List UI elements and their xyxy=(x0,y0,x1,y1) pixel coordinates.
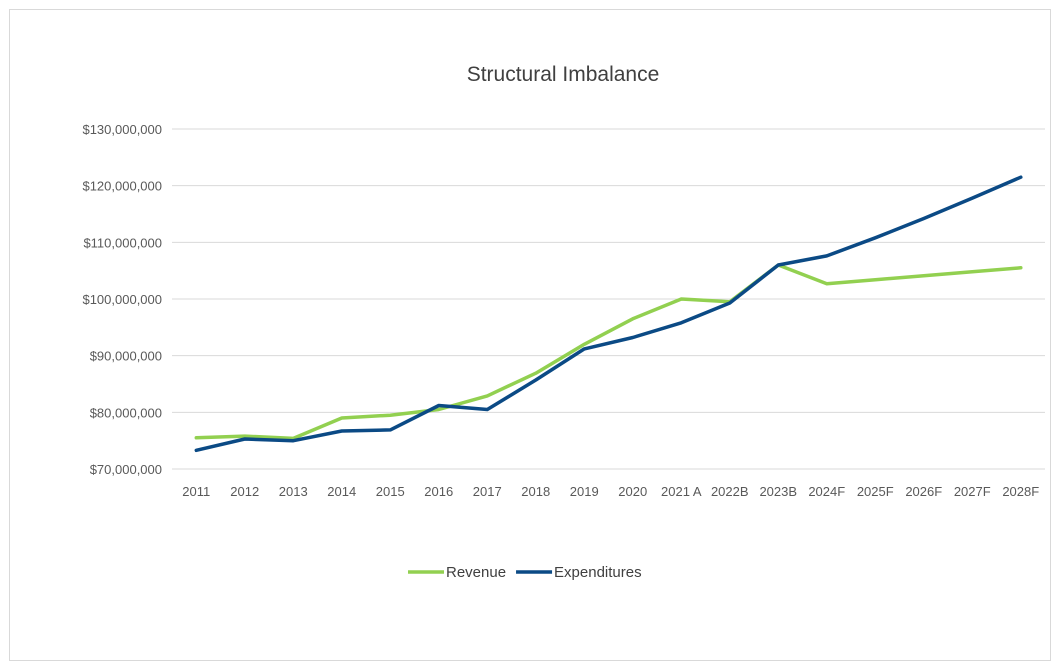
x-tick-label: 2025F xyxy=(857,484,894,499)
x-tick-label: 2020 xyxy=(618,484,647,499)
x-tick-label: 2021 A xyxy=(661,484,702,499)
y-tick-label: $130,000,000 xyxy=(82,122,162,137)
gridlines xyxy=(172,128,1045,470)
x-tick-label: 2013 xyxy=(279,484,308,499)
chart-frame xyxy=(9,9,1051,661)
y-tick-label: $70,000,000 xyxy=(90,462,162,477)
x-tick-label: 2016 xyxy=(424,484,453,499)
x-tick-label: 2024F xyxy=(808,484,845,499)
x-tick-label: 2017 xyxy=(473,484,502,499)
x-tick-label: 2018 xyxy=(521,484,550,499)
x-tick-label: 2011 xyxy=(182,484,210,499)
x-tick-label: 2019 xyxy=(570,484,599,499)
legend: Revenue Expenditures xyxy=(408,564,642,581)
y-tick-label: $100,000,000 xyxy=(82,292,162,307)
y-tick-label: $80,000,000 xyxy=(90,405,162,420)
series-line-expenditures xyxy=(194,175,1023,453)
y-axis-ticks: $70,000,000 $80,000,000 $90,000,000 $100,00… xyxy=(82,122,162,477)
x-tick-label: 2022B xyxy=(711,484,749,499)
x-tick-label: 2027F xyxy=(954,484,991,499)
legend-item-expenditures: Expenditures xyxy=(516,564,642,581)
x-tick-label: 2014 xyxy=(327,484,356,499)
legend-label: Expenditures xyxy=(554,564,642,581)
legend-item-revenue: Revenue xyxy=(408,564,506,581)
x-tick-label: 2023B xyxy=(759,484,797,499)
y-tick-label: $110,000,000 xyxy=(83,235,162,250)
legend-label: Revenue xyxy=(446,564,506,581)
series-line-revenue xyxy=(194,263,1023,441)
chart-title: Structural Imbalance xyxy=(467,63,660,86)
series-lines xyxy=(194,175,1023,453)
x-tick-label: 2015 xyxy=(376,484,405,499)
x-tick-label: 2012 xyxy=(230,484,259,499)
x-axis-ticks: 2011 2012 2013 2014 2015 2016 2017 2018 2019 2020… xyxy=(182,484,1039,499)
x-tick-label: 2026F xyxy=(905,484,942,499)
y-tick-label: $90,000,000 xyxy=(90,349,162,364)
y-tick-label: $120,000,000 xyxy=(82,179,162,194)
x-tick-label: 2028F xyxy=(1002,484,1039,499)
